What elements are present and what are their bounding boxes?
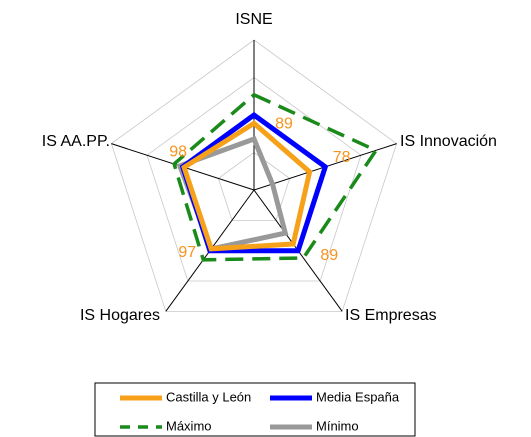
data-label: 97 xyxy=(178,244,196,261)
series-line xyxy=(181,120,313,252)
axis-label: ISNE xyxy=(235,11,272,28)
legend-box xyxy=(94,382,416,437)
legend-label: Máximo xyxy=(166,418,212,433)
data-label: 89 xyxy=(320,247,338,264)
grid-ring xyxy=(110,39,398,312)
legend-label: Mínimo xyxy=(316,418,359,433)
legend-label: Media España xyxy=(316,389,400,404)
data-label: 78 xyxy=(333,149,351,166)
grid-ring xyxy=(146,77,362,282)
data-label: 89 xyxy=(275,115,293,132)
axis-label: IS Empresas xyxy=(345,307,437,324)
axis-label: IS Innovación xyxy=(400,133,497,150)
series-line xyxy=(172,92,379,262)
data-label: 98 xyxy=(169,144,187,161)
axis-label: IS Hogares xyxy=(80,307,160,324)
axis-label: IS AA.PP. xyxy=(42,133,110,150)
legend-label: Castilla y León xyxy=(166,389,251,404)
grid-ring xyxy=(217,152,291,221)
